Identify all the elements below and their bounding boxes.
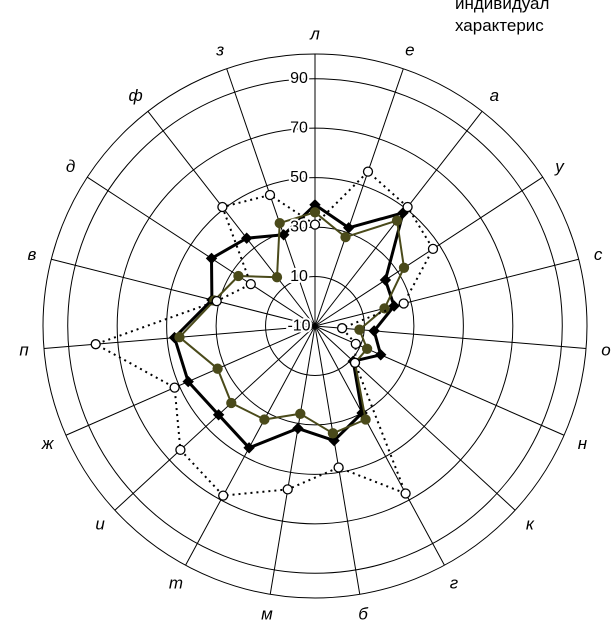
data-point — [402, 201, 413, 213]
data-point — [354, 324, 365, 335]
data-point — [374, 349, 387, 361]
axis-label: о — [601, 341, 610, 360]
data-point — [245, 278, 256, 290]
data-point — [333, 462, 344, 473]
axis-label: и — [95, 514, 105, 533]
radial-tick-label: 30 — [290, 219, 308, 236]
axis-label: л — [309, 25, 320, 44]
radial-tick-label: 90 — [290, 70, 308, 87]
series-layer — [90, 166, 439, 501]
grid-spoke — [314, 258, 579, 327]
axis-label: к — [526, 514, 535, 533]
axis-label: г — [450, 573, 458, 592]
data-point — [360, 414, 371, 425]
data-point — [212, 409, 225, 421]
grid-spoke — [269, 325, 316, 595]
data-point — [398, 262, 410, 273]
data-point — [327, 428, 339, 439]
data-point — [292, 422, 304, 435]
axis-label: с — [594, 245, 603, 264]
axis-label: в — [27, 245, 36, 264]
data-point — [226, 397, 237, 409]
grid-spoke — [314, 68, 404, 327]
data-point — [362, 166, 374, 177]
grid-spoke — [114, 325, 316, 511]
axis-label: п — [19, 341, 29, 360]
data-point — [233, 270, 244, 282]
corner-caption-line-2: характерис — [455, 16, 544, 35]
data-point — [274, 217, 285, 229]
data-point — [271, 272, 283, 283]
grid-spoke — [314, 325, 516, 511]
series-line — [178, 211, 405, 435]
data-point — [400, 488, 411, 499]
data-point — [340, 231, 351, 243]
axis-label: б — [358, 605, 369, 624]
data-point — [212, 363, 223, 374]
series-line — [94, 170, 434, 497]
data-point — [243, 442, 255, 454]
axis-label: у — [554, 157, 565, 176]
axis-label: ф — [129, 86, 143, 105]
data-point — [361, 343, 373, 354]
axis-label: м — [261, 605, 273, 624]
data-point — [282, 484, 293, 495]
data-point — [309, 219, 321, 230]
grid-spoke — [51, 258, 316, 327]
grid-spoke — [147, 111, 316, 327]
data-point — [379, 274, 392, 286]
data-point — [211, 295, 222, 307]
data-point — [259, 414, 270, 425]
axis-label: т — [169, 573, 183, 592]
data-point — [391, 215, 403, 226]
data-point — [309, 207, 321, 218]
axis-label: а — [490, 86, 499, 105]
axis-labels: л е а у с о н к г б м т и ж п в д ф з — [19, 25, 610, 624]
grid-spoke — [87, 176, 316, 327]
data-point — [175, 444, 186, 456]
radial-tick-label: 10 — [290, 268, 308, 285]
data-point — [336, 323, 348, 334]
axis-label: д — [66, 157, 75, 176]
tick-labels: -10 10 30 50 70 90 — [285, 68, 312, 336]
data-point — [349, 357, 361, 368]
chart-grid — [42, 53, 588, 599]
axis-label: ж — [41, 434, 55, 453]
data-point — [368, 325, 380, 337]
data-point — [217, 201, 228, 213]
series-1 — [174, 207, 410, 439]
series-line — [173, 203, 405, 450]
data-point — [264, 189, 276, 201]
data-point — [295, 408, 306, 419]
axis-label: е — [405, 40, 414, 59]
axis-label: н — [578, 434, 588, 453]
data-point — [277, 229, 290, 241]
data-point — [427, 243, 439, 255]
grid-spoke — [314, 325, 361, 595]
data-point — [218, 490, 229, 501]
data-point — [174, 332, 185, 343]
radial-tick-label: 50 — [290, 169, 308, 186]
data-point — [240, 232, 253, 244]
data-point — [169, 382, 180, 393]
grid-spoke — [314, 325, 445, 566]
data-point — [379, 303, 390, 314]
data-point — [342, 222, 355, 234]
radial-tick-label: 70 — [290, 120, 308, 137]
axis-label: з — [215, 40, 224, 59]
series-2 — [90, 166, 439, 501]
data-point — [350, 338, 361, 350]
data-point — [205, 252, 218, 265]
corner-caption-line-1: индивидуал — [455, 0, 550, 13]
data-point — [398, 298, 409, 309]
data-point — [182, 375, 194, 388]
data-point — [90, 339, 101, 350]
radial-tick-label: -10 — [287, 318, 310, 335]
series-0 — [168, 199, 409, 454]
